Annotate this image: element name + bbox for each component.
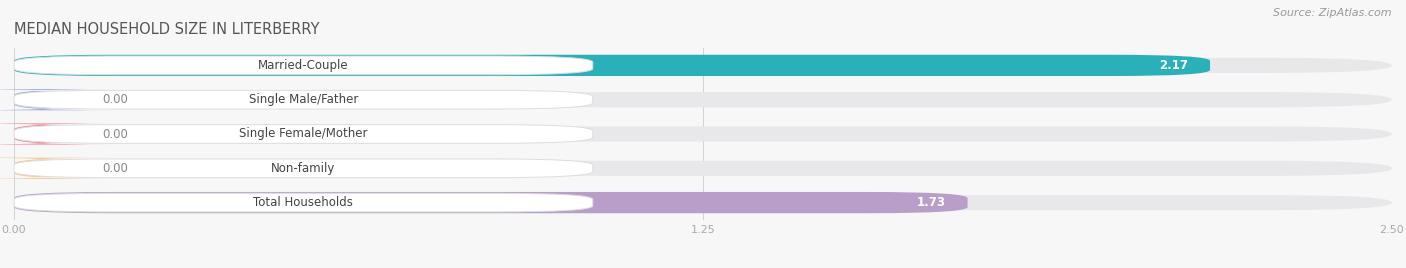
FancyBboxPatch shape xyxy=(14,195,1392,210)
FancyBboxPatch shape xyxy=(14,161,1392,176)
Text: 0.00: 0.00 xyxy=(103,93,128,106)
FancyBboxPatch shape xyxy=(0,89,114,110)
Text: Source: ZipAtlas.com: Source: ZipAtlas.com xyxy=(1274,8,1392,18)
FancyBboxPatch shape xyxy=(14,159,593,178)
Text: 2.17: 2.17 xyxy=(1159,59,1188,72)
Text: MEDIAN HOUSEHOLD SIZE IN LITERBERRY: MEDIAN HOUSEHOLD SIZE IN LITERBERRY xyxy=(14,22,319,37)
FancyBboxPatch shape xyxy=(14,126,1392,142)
Text: Non-family: Non-family xyxy=(271,162,336,175)
FancyBboxPatch shape xyxy=(0,123,114,145)
Text: Single Female/Mother: Single Female/Mother xyxy=(239,128,367,140)
Text: Married-Couple: Married-Couple xyxy=(259,59,349,72)
FancyBboxPatch shape xyxy=(0,158,114,179)
FancyBboxPatch shape xyxy=(14,55,1211,76)
FancyBboxPatch shape xyxy=(14,56,593,75)
FancyBboxPatch shape xyxy=(14,90,593,109)
FancyBboxPatch shape xyxy=(14,192,967,213)
Text: 0.00: 0.00 xyxy=(103,128,128,140)
Text: 1.73: 1.73 xyxy=(917,196,945,209)
Text: Total Households: Total Households xyxy=(253,196,353,209)
FancyBboxPatch shape xyxy=(14,193,593,212)
FancyBboxPatch shape xyxy=(14,125,593,143)
Text: Single Male/Father: Single Male/Father xyxy=(249,93,359,106)
Text: 0.00: 0.00 xyxy=(103,162,128,175)
FancyBboxPatch shape xyxy=(14,92,1392,107)
FancyBboxPatch shape xyxy=(14,58,1392,73)
